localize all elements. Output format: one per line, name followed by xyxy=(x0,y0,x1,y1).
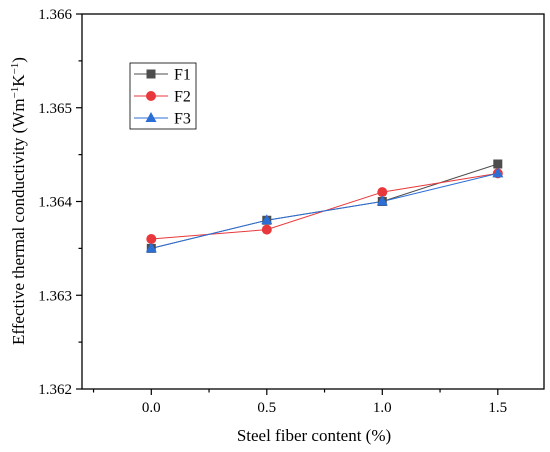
y-tick-label: 1.365 xyxy=(38,101,72,117)
data-point-f3 xyxy=(145,242,157,253)
data-point-f1 xyxy=(493,159,503,169)
data-point-f3 xyxy=(492,167,504,178)
y-axis-title: Effective thermal conductivity (Wm−1K−1) xyxy=(9,57,28,345)
y-tick-label: 1.362 xyxy=(38,382,72,398)
data-point-f2 xyxy=(146,234,157,244)
y-axis-title-sup-2: −1 xyxy=(9,63,21,75)
x-axis-title: Steel fiber content (%) xyxy=(237,426,391,445)
y-axis-title-unit: K xyxy=(9,74,28,87)
legend-marker-f1 xyxy=(146,69,156,79)
data-point-f3 xyxy=(261,214,273,225)
plot-area: 1.362 1.363 1.364 1.365 1.366 0.0 0.5 1.0 1.5 F1 F… xyxy=(38,7,545,416)
x-tick-label: 0.0 xyxy=(142,400,161,416)
y-tick-label: 1.366 xyxy=(38,7,72,23)
x-tick-label: 1.5 xyxy=(488,400,507,416)
series-line-f2 xyxy=(151,172,498,240)
data-point-f2 xyxy=(377,187,388,198)
legend-label-f2: F2 xyxy=(174,89,191,106)
legend-marker-f2 xyxy=(146,91,156,101)
y-tick-label: 1.363 xyxy=(38,288,72,304)
y-tick-label: 1.364 xyxy=(38,195,72,211)
x-tick-label: 1.0 xyxy=(373,400,392,416)
y-axis-title-close: ) xyxy=(9,57,28,63)
legend-label-f3: F3 xyxy=(174,111,191,128)
y-axis-title-sup-1: −1 xyxy=(9,87,21,99)
series-line-f3 xyxy=(151,172,498,249)
legend-marker-f3 xyxy=(145,112,157,122)
legend-label-f1: F1 xyxy=(174,67,191,84)
data-point-f3 xyxy=(376,195,388,206)
x-tick-label: 0.5 xyxy=(257,400,276,416)
data-point-f2 xyxy=(261,224,272,235)
